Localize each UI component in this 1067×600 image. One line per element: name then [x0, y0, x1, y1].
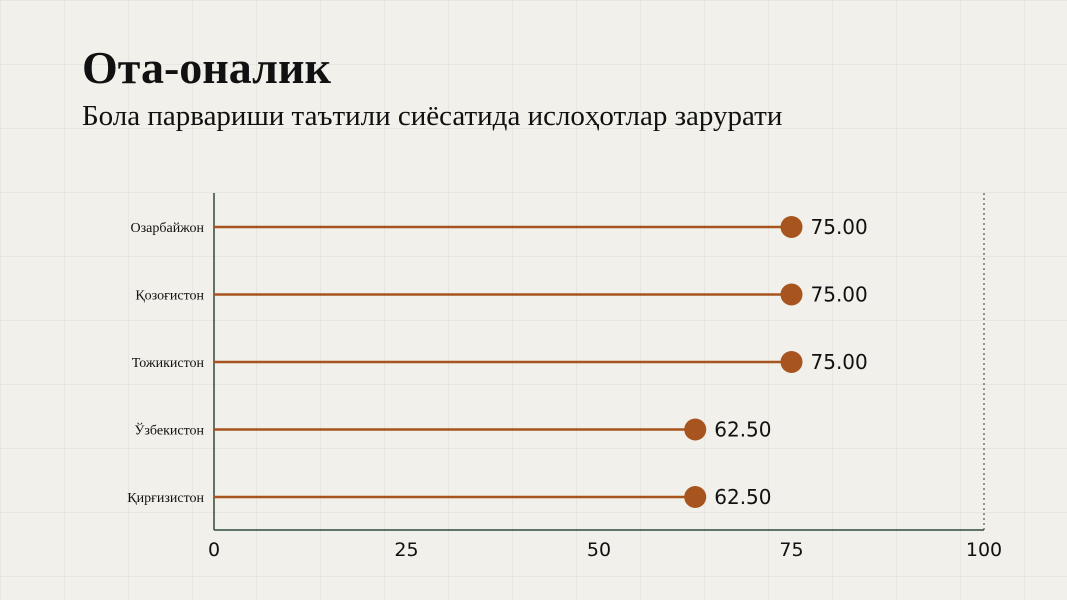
category-label: Қирғизистон: [127, 491, 204, 506]
value-label: 62.50: [714, 418, 771, 442]
lollipop-row: Қозоғистон 75.00: [135, 283, 867, 307]
chart-subtitle: Бола парвариши таътили сиёсатида ислоҳот…: [82, 100, 783, 132]
value-label: 75.00: [811, 283, 868, 307]
category-label: Озарбайжон: [131, 221, 205, 236]
value-label: 75.00: [811, 215, 868, 239]
x-tick-label: 25: [394, 539, 418, 561]
x-tick-label: 0: [208, 539, 220, 561]
x-tick-label: 100: [966, 539, 1002, 561]
value-label: 62.50: [714, 485, 771, 509]
x-axis-ticks: 0 25 50 75 100: [208, 539, 1002, 561]
category-label: Тожикистон: [132, 356, 205, 371]
lollipop-row: Қирғизистон 62.50: [127, 485, 771, 509]
lollipop-dot: [780, 351, 803, 373]
chart-title: Ота-оналик: [82, 42, 331, 93]
x-tick-label: 50: [587, 539, 611, 561]
lollipop-dot: [684, 418, 707, 441]
lollipop-row: Тожикистон 75.00: [132, 350, 868, 374]
lollipop-dot: [780, 216, 803, 238]
lollipop-row: Озарбайжон 75.00: [131, 215, 868, 239]
lollipop-dot: [684, 486, 707, 508]
category-label: Ўзбекистон: [134, 422, 204, 439]
x-tick-label: 75: [779, 539, 803, 561]
lollipop-row: Ўзбекистон 62.50: [134, 418, 771, 442]
category-label: Қозоғистон: [135, 289, 204, 304]
lollipop-dot: [780, 283, 803, 306]
value-label: 75.00: [811, 350, 868, 374]
